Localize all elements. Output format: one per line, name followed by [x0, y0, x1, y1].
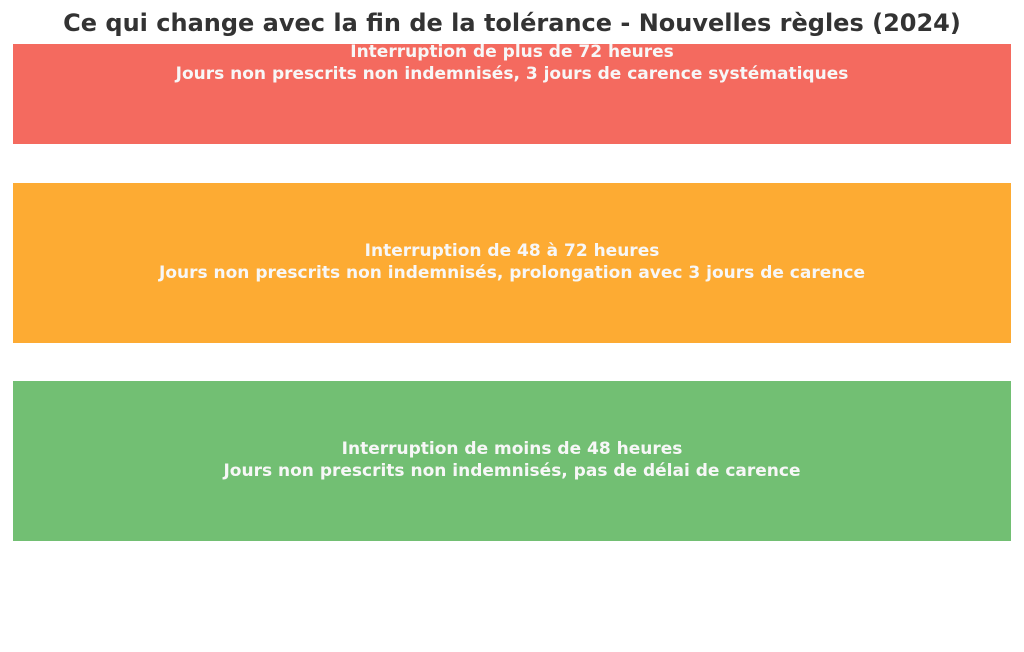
block-title: Interruption de plus de 72 heures	[350, 42, 674, 62]
block-title: Interruption de 48 à 72 heures	[365, 241, 660, 261]
block	[13, 381, 1011, 541]
block	[13, 44, 1011, 144]
block-description: Jours non prescrits non indemnisés, pas …	[222, 461, 800, 481]
title: Ce qui change avec la fin de la toléranc…	[63, 9, 961, 37]
block-title: Interruption de moins de 48 heures	[342, 439, 683, 459]
block	[13, 183, 1011, 343]
block-description: Jours non prescrits non indemnisés, 3 jo…	[175, 64, 849, 84]
block-description: Jours non prescrits non indemnisés, prol…	[158, 263, 865, 283]
